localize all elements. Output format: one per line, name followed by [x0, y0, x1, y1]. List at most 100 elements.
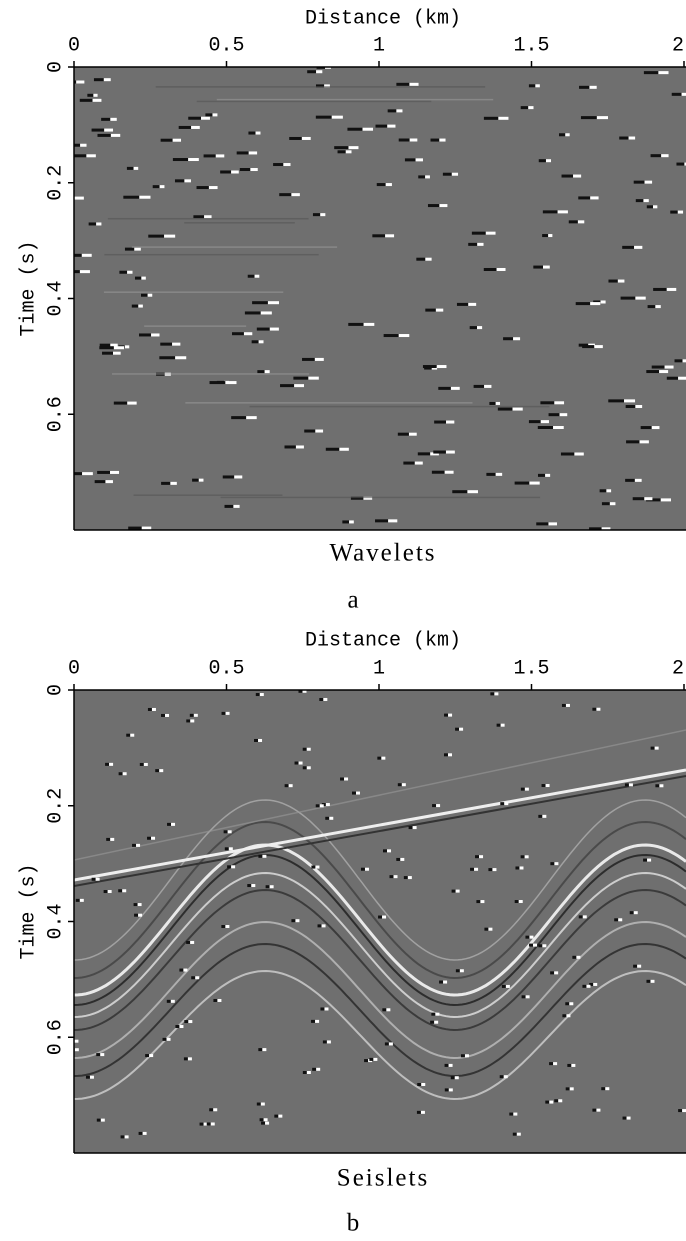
texture [633, 911, 638, 915]
texture [620, 296, 636, 300]
texture [351, 791, 356, 795]
texture [179, 1025, 184, 1029]
texture [360, 867, 365, 871]
texture [589, 527, 602, 530]
texture [278, 1114, 283, 1118]
texture [545, 1100, 550, 1104]
texture [490, 692, 495, 696]
texture [349, 520, 354, 524]
texture [311, 865, 316, 869]
texture [485, 231, 496, 235]
texture [262, 1048, 267, 1052]
texture [660, 498, 671, 502]
texture [498, 116, 509, 120]
texture [524, 787, 529, 791]
texture [319, 804, 324, 808]
texture [554, 1099, 559, 1103]
texture [666, 376, 679, 380]
texture [320, 1007, 325, 1011]
texture [191, 976, 196, 980]
texture [149, 1054, 154, 1058]
texture [106, 837, 111, 841]
texture [248, 131, 256, 135]
texture [408, 432, 417, 436]
texture [684, 162, 686, 166]
texture [74, 1039, 79, 1043]
texture [625, 405, 636, 409]
texture [629, 911, 634, 915]
texture [558, 1099, 563, 1103]
texture [633, 964, 638, 968]
x-tick-label: 1.5 [513, 657, 549, 680]
texture [430, 452, 439, 456]
texture [495, 401, 501, 405]
texture [337, 150, 346, 154]
texture [536, 522, 549, 526]
texture [134, 913, 139, 917]
texture [430, 1020, 435, 1024]
texture [614, 918, 619, 922]
texture [513, 1112, 518, 1116]
texture [500, 723, 505, 727]
texture [321, 803, 326, 807]
texture [575, 302, 591, 306]
texture [187, 1057, 192, 1061]
texture [626, 440, 640, 444]
texture [542, 234, 549, 238]
texture [446, 420, 455, 424]
texture [291, 919, 296, 923]
texture [329, 816, 334, 820]
texture [74, 270, 80, 274]
texture [387, 109, 397, 113]
texture [74, 820, 686, 980]
texture [609, 502, 616, 506]
texture [118, 889, 123, 893]
image-panel [74, 67, 686, 530]
texture [670, 210, 678, 214]
texture [577, 220, 585, 224]
texture [192, 478, 199, 482]
texture [580, 116, 597, 120]
texture [398, 138, 410, 142]
texture [389, 875, 394, 879]
x-axis-label: Distance (km) [305, 7, 461, 30]
texture [74, 843, 686, 997]
texture [661, 154, 669, 158]
texture [448, 1088, 453, 1092]
texture [131, 304, 139, 308]
texture [133, 903, 138, 907]
texture [542, 265, 550, 269]
texture [678, 376, 686, 380]
texture [503, 337, 514, 341]
texture [388, 1042, 393, 1046]
texture [258, 738, 263, 742]
texture [183, 1057, 188, 1061]
texture [634, 245, 643, 249]
texture [545, 784, 550, 788]
texture [364, 1059, 369, 1063]
texture [582, 984, 587, 988]
texture [557, 210, 568, 214]
texture [438, 386, 451, 390]
texture [596, 1108, 601, 1112]
texture [494, 692, 499, 696]
texture [635, 296, 646, 300]
texture [404, 158, 416, 162]
texture [155, 769, 160, 773]
texture [122, 772, 127, 776]
texture [279, 193, 292, 197]
texture [488, 868, 493, 872]
texture [85, 1075, 90, 1079]
texture [224, 847, 229, 851]
texture [605, 1087, 610, 1091]
texture [120, 1135, 125, 1139]
texture [103, 78, 111, 82]
texture [421, 1082, 426, 1086]
texture [136, 843, 141, 847]
texture [445, 450, 455, 454]
texture [324, 84, 330, 88]
texture [96, 1118, 101, 1122]
texture [74, 871, 686, 1019]
texture [512, 407, 523, 411]
texture [178, 125, 192, 129]
